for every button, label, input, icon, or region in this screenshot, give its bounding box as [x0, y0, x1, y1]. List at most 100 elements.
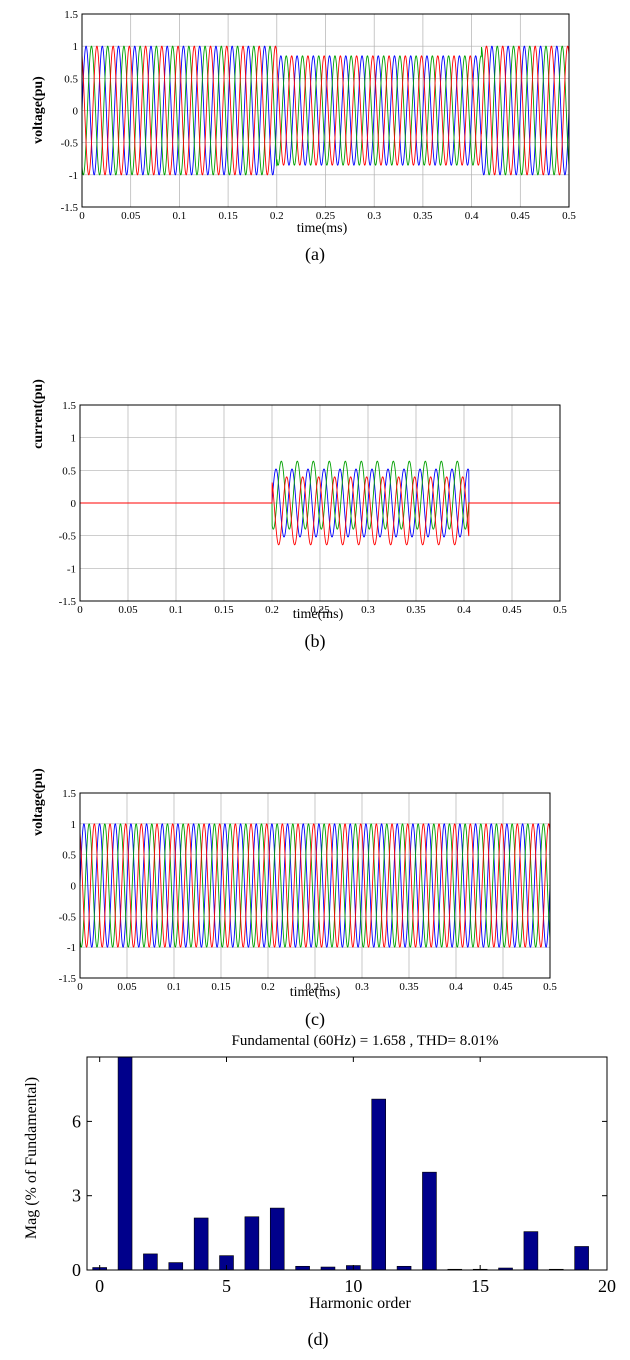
- x-tick-label: 0.25: [305, 981, 325, 993]
- x-tick-label: 0.1: [167, 981, 181, 993]
- y-tick-label: -0.5: [61, 138, 79, 150]
- x-tick-label: 0.25: [316, 210, 336, 222]
- chart-a-ylabel: voltage(pu): [31, 76, 46, 144]
- series-line-2: [80, 476, 560, 546]
- x-tick-label: 10: [344, 1276, 362, 1296]
- series-line-2: [81, 45, 570, 176]
- x-tick-label: 0.35: [406, 604, 426, 616]
- x-tick-label: 15: [471, 1276, 489, 1296]
- x-tick-label: 0: [79, 210, 85, 222]
- x-tick-label: 0.05: [117, 981, 137, 993]
- x-tick-label: 0.2: [261, 981, 275, 993]
- x-tick-label: 0: [77, 604, 83, 616]
- y-tick-label: -0.5: [59, 531, 77, 543]
- chart-c-ylabel: voltage(pu): [31, 768, 46, 836]
- x-tick-label: 0.3: [355, 981, 369, 993]
- x-tick-label: 0.4: [457, 604, 471, 616]
- chart-d-xlabel: Harmonic order: [309, 1295, 411, 1312]
- series-line-0: [79, 823, 551, 948]
- y-tick-label: 6: [72, 1111, 81, 1131]
- y-tick-label: 0: [71, 881, 77, 893]
- y-tick-label: 0: [72, 1260, 81, 1280]
- x-tick-label: 0.45: [502, 604, 522, 616]
- y-tick-label: 0: [71, 498, 77, 510]
- x-tick-label: 0.05: [121, 210, 141, 222]
- y-tick-label: 3: [72, 1186, 81, 1206]
- plot-frame: [79, 404, 561, 602]
- bar-h4: [193, 1217, 209, 1271]
- y-tick-label: 0: [73, 106, 79, 118]
- x-tick-label: 0: [77, 981, 83, 993]
- chart-a-xlabel: time(ms): [297, 221, 348, 236]
- plot-frame: [86, 1056, 608, 1271]
- chart-b-current: current(pu) time(ms) (b) 0 0.05 0.1 0.15 0.2…: [31, 379, 567, 652]
- x-tick-label: 0.05: [118, 604, 138, 616]
- bar-h12: [396, 1265, 412, 1271]
- x-tick-label: 0.3: [367, 210, 381, 222]
- plot-frame: [79, 792, 551, 979]
- caption-c: (c): [305, 1009, 325, 1030]
- plot-frame: [81, 13, 570, 208]
- x-tick-label: 0.2: [270, 210, 284, 222]
- x-tick-label: 0.5: [562, 210, 576, 222]
- chart-d-title: Fundamental (60Hz) = 1.658 , THD= 8.01%: [231, 1033, 498, 1049]
- bar-h2: [143, 1253, 158, 1271]
- bar-h1: [117, 1056, 133, 1271]
- series-line-0: [81, 45, 570, 176]
- bar-h8: [295, 1265, 310, 1271]
- chart-a-voltage: voltage(pu) time(ms) (a) 0 0.05 0.1 0.15 0.2…: [31, 9, 576, 265]
- caption-d: (d): [308, 1329, 329, 1350]
- x-tick-label: 0.2: [265, 604, 279, 616]
- chart-d-ylabel: Mag (% of Fundamental): [23, 1077, 40, 1239]
- x-tick-label: 0.4: [465, 210, 479, 222]
- series-line-1: [79, 823, 551, 948]
- y-tick-label: 1: [73, 41, 79, 53]
- x-tick-label: 0.45: [511, 210, 531, 222]
- x-tick-label: 20: [598, 1276, 616, 1296]
- caption-a: (a): [305, 244, 325, 265]
- x-tick-label: 0.4: [449, 981, 463, 993]
- y-tick-label: -1: [67, 942, 76, 954]
- x-tick-label: 0.1: [169, 604, 183, 616]
- chart-c-xlabel: time(ms): [290, 985, 341, 1000]
- bar-h17: [523, 1231, 539, 1271]
- y-tick-label: 0.5: [62, 465, 76, 477]
- x-tick-label: 0.35: [399, 981, 419, 993]
- y-tick-label: -1.5: [59, 596, 77, 608]
- chart-b-xlabel: time(ms): [293, 607, 344, 622]
- y-tick-label: 1.5: [64, 9, 78, 21]
- y-tick-label: 1: [71, 433, 77, 445]
- chart-c-voltage: voltage(pu) time(ms) (c) 0 0.05 0.1 0.15 0.2…: [31, 768, 557, 1030]
- x-tick-label: 0.45: [493, 981, 513, 993]
- chart-b-ylabel: current(pu): [31, 379, 46, 449]
- y-tick-label: -0.5: [59, 911, 77, 923]
- x-tick-label: 0.35: [413, 210, 433, 222]
- x-tick-label: 0.15: [218, 210, 238, 222]
- bar-h13: [422, 1171, 437, 1271]
- x-tick-label: 5: [222, 1276, 231, 1296]
- y-tick-label: -1.5: [61, 202, 79, 214]
- series-line-2: [79, 823, 551, 948]
- y-tick-label: 1: [71, 819, 77, 831]
- bar-h3: [168, 1262, 184, 1271]
- x-tick-label: 0: [95, 1276, 104, 1296]
- chart-d-harmonics: Fundamental (60Hz) = 1.658 , THD= 8.01% …: [23, 1033, 616, 1350]
- y-tick-label: 0.5: [64, 73, 78, 85]
- x-tick-label: 0.15: [211, 981, 231, 993]
- y-tick-label: -1: [67, 563, 76, 575]
- y-tick-label: 1.5: [62, 788, 76, 800]
- y-tick-label: 0.5: [62, 850, 76, 862]
- bar-h11: [371, 1098, 386, 1271]
- x-tick-label: 0.5: [553, 604, 567, 616]
- x-tick-label: 0.25: [310, 604, 330, 616]
- x-tick-label: 0.15: [214, 604, 234, 616]
- y-tick-label: 1.5: [62, 400, 76, 412]
- x-tick-label: 0.5: [543, 981, 557, 993]
- y-tick-label: -1: [69, 170, 78, 182]
- caption-b: (b): [305, 631, 326, 652]
- bar-h19: [574, 1246, 589, 1271]
- y-tick-label: -1.5: [59, 973, 77, 985]
- bar-h7: [269, 1207, 285, 1271]
- x-tick-label: 0.3: [361, 604, 375, 616]
